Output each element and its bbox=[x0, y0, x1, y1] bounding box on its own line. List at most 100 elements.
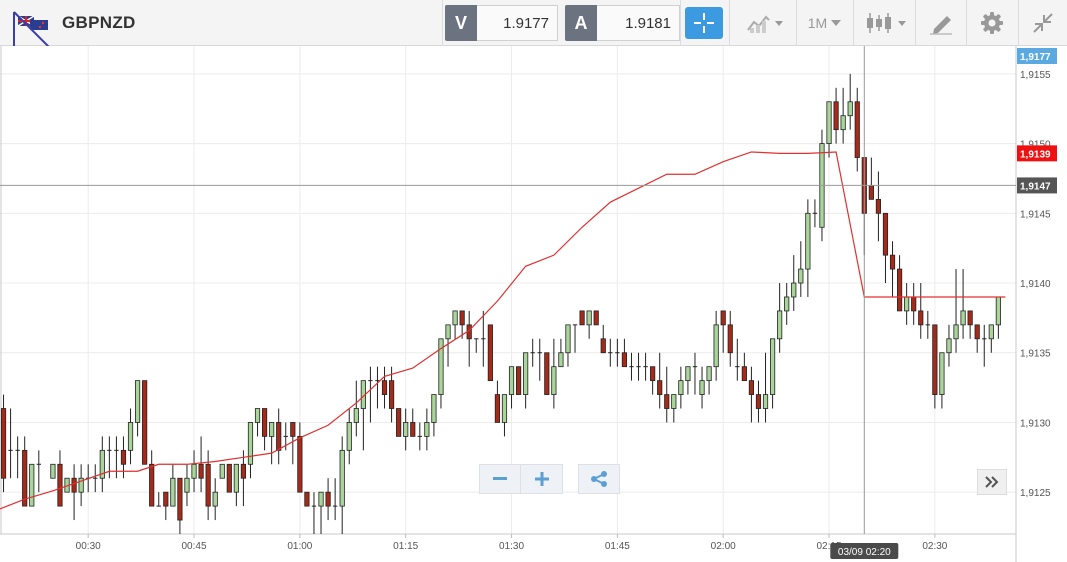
candle-body bbox=[240, 463, 247, 479]
candle-body bbox=[170, 477, 176, 507]
candle-body bbox=[304, 491, 310, 507]
separator bbox=[915, 0, 916, 46]
x-tick-label: 00:45 bbox=[182, 541, 207, 552]
candle-body bbox=[346, 422, 352, 451]
candle-body bbox=[833, 101, 839, 131]
candle-body bbox=[953, 324, 959, 340]
zoom-in-button[interactable] bbox=[521, 464, 563, 494]
candle-body bbox=[396, 408, 402, 437]
x-tick-label: 01:15 bbox=[393, 541, 418, 552]
candle-body bbox=[487, 324, 493, 382]
candle-body bbox=[826, 101, 832, 145]
candle-body bbox=[995, 296, 1001, 326]
candle-body bbox=[650, 366, 656, 382]
candle-body bbox=[226, 463, 232, 493]
candle-body bbox=[706, 366, 712, 382]
candle-body bbox=[911, 296, 917, 312]
candle-body bbox=[134, 380, 141, 423]
crosshair-price-tag: 1,9147 bbox=[1020, 181, 1051, 192]
share-button[interactable] bbox=[578, 464, 620, 494]
candle-body bbox=[960, 310, 966, 326]
x-tick-label: 02:00 bbox=[711, 541, 736, 552]
candle-body bbox=[431, 394, 437, 423]
separator bbox=[966, 0, 967, 46]
candle-body bbox=[678, 380, 684, 395]
candle-body bbox=[918, 310, 924, 326]
candle-body bbox=[57, 463, 63, 507]
plus-icon bbox=[534, 472, 549, 486]
candle-body bbox=[523, 352, 529, 395]
candle-body bbox=[261, 408, 268, 437]
chart-type-button[interactable] bbox=[737, 5, 793, 41]
candle-body bbox=[78, 477, 84, 493]
y-tick-label: 1,9135 bbox=[1020, 349, 1051, 360]
candle-body bbox=[558, 352, 564, 368]
candle-body bbox=[755, 394, 762, 409]
candle-body bbox=[191, 463, 197, 479]
y-tick-label: 1,9155 bbox=[1020, 70, 1051, 81]
candle-body bbox=[269, 422, 275, 437]
candle-body bbox=[247, 422, 254, 465]
x-tick-label: 02:15 bbox=[817, 541, 842, 552]
plot-area bbox=[0, 46, 1016, 534]
candle-body bbox=[149, 463, 155, 507]
candle-body bbox=[882, 212, 889, 256]
candle-body bbox=[297, 435, 303, 493]
candle-body bbox=[967, 310, 973, 326]
candle-body bbox=[748, 380, 755, 395]
candle-body bbox=[699, 380, 705, 395]
collapse-icon bbox=[1033, 13, 1053, 33]
scroll-to-end-button[interactable] bbox=[977, 469, 1007, 495]
ask-quote[interactable]: A 1.9181 bbox=[565, 5, 680, 41]
candle-body bbox=[120, 449, 127, 465]
candle-body bbox=[403, 422, 409, 437]
candle-body bbox=[22, 449, 28, 507]
candle-body bbox=[205, 463, 211, 507]
x-tick-label: 00:30 bbox=[76, 541, 101, 552]
zoom-out-button[interactable] bbox=[479, 464, 521, 494]
candle-body bbox=[276, 422, 282, 451]
candle-body bbox=[657, 380, 663, 395]
candle-style-button[interactable] bbox=[860, 5, 912, 41]
candle-body bbox=[854, 101, 860, 158]
candle-body bbox=[381, 380, 388, 395]
draw-tools-button[interactable] bbox=[920, 5, 962, 41]
candle-body bbox=[988, 324, 994, 340]
x-tick-label: 01:00 bbox=[287, 541, 312, 552]
candle-body bbox=[762, 394, 769, 409]
candle-body bbox=[127, 422, 134, 451]
price-chart[interactable]: 1,91251,91301,91351,91401,91451,91501,91… bbox=[0, 46, 1067, 562]
settings-button[interactable] bbox=[970, 5, 1014, 41]
candle-body bbox=[233, 463, 239, 493]
candle-body bbox=[720, 310, 726, 326]
candle-body bbox=[769, 338, 776, 395]
candle-body bbox=[727, 324, 733, 354]
candle-body bbox=[586, 310, 592, 326]
ask-value: 1.9181 bbox=[597, 5, 680, 41]
separator bbox=[796, 0, 797, 46]
candle-body bbox=[99, 449, 105, 479]
candle-body bbox=[198, 463, 204, 479]
candle-body bbox=[501, 394, 508, 423]
interval-label: 1M bbox=[807, 15, 828, 31]
interval-button[interactable]: 1M bbox=[800, 5, 850, 41]
collapse-button[interactable] bbox=[1022, 5, 1064, 41]
candle-body bbox=[424, 422, 430, 437]
candle-body bbox=[318, 491, 324, 507]
candle-body bbox=[875, 198, 882, 214]
bid-label: V bbox=[445, 5, 477, 41]
candle-body bbox=[939, 352, 945, 395]
candle-body bbox=[254, 408, 261, 423]
candle-body bbox=[621, 352, 628, 368]
gear-icon bbox=[981, 12, 1003, 34]
bid-quote[interactable]: V 1.9177 bbox=[445, 5, 558, 41]
share-icon bbox=[591, 471, 607, 487]
crosshair-button[interactable] bbox=[685, 7, 723, 39]
candle-body bbox=[353, 408, 359, 423]
candle-body bbox=[741, 366, 747, 382]
candle-body bbox=[177, 477, 183, 521]
y-tick-label: 1,9150 bbox=[1020, 140, 1051, 151]
candle-body bbox=[974, 324, 980, 340]
bid-price-tag: 1,9177 bbox=[1020, 52, 1051, 63]
candle-body bbox=[339, 449, 345, 507]
